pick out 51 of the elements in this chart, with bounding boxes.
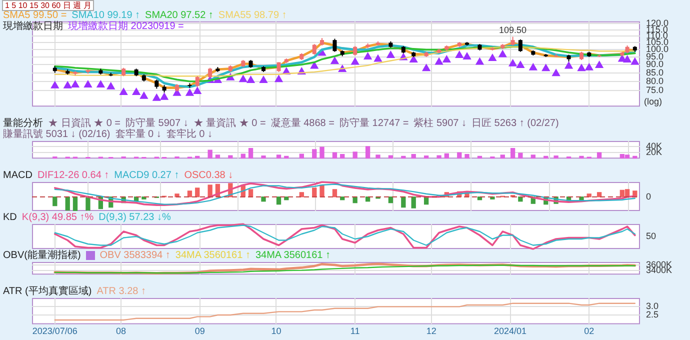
x-tick-label: 11	[350, 326, 360, 336]
y-tick-label: 2.5	[646, 310, 659, 320]
chart-title: OBV(能量潮指標)	[3, 250, 81, 261]
text: 1 5 10 15 30 60 日 週 月	[2, 0, 94, 11]
x-tick-label: 09	[194, 326, 205, 336]
y-tick-label: 80.0	[646, 76, 664, 86]
chart-title: ATR (平均真實區域)	[3, 286, 92, 297]
x-tick-label: 12	[426, 326, 436, 336]
legend-label: 34MA 3560161 ↑	[175, 250, 250, 261]
y-tick-label: 3600K	[646, 259, 672, 270]
y-tick-label: 90.0	[646, 59, 664, 70]
series-label: OSC0.38 ↓	[184, 170, 234, 181]
text: 50	[646, 230, 656, 241]
series-label: K(9,3) 49.85 ↑%	[22, 212, 94, 223]
text: 防守量 5907 ↓	[126, 118, 188, 129]
text: 賺量訊號 5031 ↓ (02/16)	[3, 129, 110, 140]
series-label: MACD9 0.27 ↑	[114, 170, 180, 181]
chart-title: KD	[3, 212, 17, 223]
x-tick-label: 02	[584, 326, 594, 336]
text: 防守量 12747 =	[340, 118, 409, 129]
ref-line-label: 0	[646, 191, 652, 202]
series-label: D(9,3) 57.23 ↓%	[98, 212, 171, 223]
y-axis-title: (log)	[644, 96, 662, 107]
y-tick-label: 3.0	[646, 301, 659, 312]
series-label: DIF12-26 0.64 ↑	[37, 170, 110, 181]
series-label: 34MA 3560161 ↑	[255, 250, 331, 261]
text: 現增繳款日期 20230919 =	[68, 21, 184, 32]
y-tick-label: 85.0	[646, 67, 664, 78]
text: SMA10 99.19 ↑	[72, 10, 140, 21]
x-tick-label: 08	[116, 326, 126, 336]
legend-title: 現增繳款日期	[3, 21, 63, 32]
x-tick-label: 2023/07/06	[32, 326, 78, 336]
text: ★ 日資訊 ★ 0 =	[48, 118, 121, 129]
x-tick-label: 2024/01	[494, 326, 527, 336]
y-tick-label: 20K	[646, 147, 662, 158]
text: SMA5 99.50 =	[3, 10, 67, 21]
text: ★ 量資訊 ★ 0 =	[193, 118, 266, 129]
chart-title: 量能分析	[3, 118, 43, 129]
text: 紫柱 5907 ↓	[414, 118, 467, 129]
annotation: 109.50	[499, 24, 527, 35]
text: SMA55 98.79 ↑	[218, 10, 287, 21]
text: ATR 3.28 ↑	[96, 286, 146, 297]
series-label: OBV 3583394 ↑	[100, 250, 170, 261]
text: SMA20 97.52 ↑	[145, 10, 214, 21]
x-tick-label: 10	[271, 326, 282, 336]
chart-title: MACD	[3, 170, 32, 181]
text: 套牢量 0 ↓	[115, 129, 162, 140]
text: 套牢比 0 ↓	[166, 129, 213, 140]
text: 日匠 5263 ↑ (02/27)	[472, 118, 559, 129]
y-tick-label: 75.0	[646, 85, 664, 96]
text: 凝意量 4868 =	[270, 118, 334, 129]
